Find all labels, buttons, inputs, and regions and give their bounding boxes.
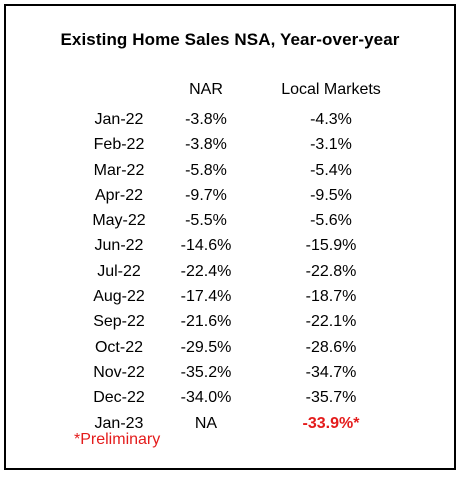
- month-cell: Dec-22: [93, 389, 145, 407]
- table-row: Feb-22 -3.8% -3.1%: [6, 132, 454, 157]
- month-cell: Aug-22: [93, 288, 145, 306]
- table-frame: Existing Home Sales NSA, Year-over-year …: [4, 4, 456, 470]
- month-cell: Nov-22: [93, 363, 145, 381]
- month-cell: May-22: [92, 212, 146, 230]
- table-row: Oct-22 -29.5% -28.6%: [6, 335, 454, 360]
- nar-cell: -35.2%: [180, 363, 232, 381]
- table-row: Apr-22 -9.7% -9.5%: [6, 183, 454, 208]
- local-markets-cell: -28.6%: [305, 338, 357, 356]
- table-title: Existing Home Sales NSA, Year-over-year: [60, 30, 400, 49]
- nar-cell: -14.6%: [180, 237, 232, 255]
- local-markets-cell: -5.6%: [310, 212, 352, 230]
- month-cell: Oct-22: [94, 338, 143, 356]
- month-cell: Apr-22: [94, 186, 144, 204]
- month-cell: Sep-22: [93, 313, 145, 331]
- month-cell: Jun-22: [94, 237, 144, 255]
- column-header-local-markets: Local Markets: [281, 81, 381, 98]
- table-row: Mar-22 -5.8% -5.4%: [6, 158, 454, 183]
- local-markets-cell: -22.1%: [305, 313, 357, 331]
- table-row: Jan-22 -3.8% -4.3%: [6, 107, 454, 132]
- month-cell: Jan-22: [94, 111, 144, 128]
- nar-cell: -3.8%: [185, 111, 227, 128]
- table-row: Dec-22 -34.0% -35.7%: [6, 385, 454, 410]
- column-header-nar: NAR: [189, 81, 223, 98]
- local-markets-cell: -15.9%: [305, 237, 357, 255]
- local-markets-cell: -4.3%: [310, 111, 352, 128]
- local-markets-cell: -22.8%: [305, 262, 357, 280]
- table-row: Nov-22 -35.2% -34.7%: [6, 360, 454, 385]
- table-row: Jul-22 -22.4% -22.8%: [6, 259, 454, 284]
- month-cell: Jan-23: [94, 414, 144, 432]
- local-markets-cell: -34.7%: [305, 363, 357, 381]
- nar-cell: -3.8%: [185, 136, 227, 154]
- table-row: Jan-23 NA -33.9%*: [6, 411, 454, 436]
- table-row: Jun-22 -14.6% -15.9%: [6, 233, 454, 258]
- preliminary-footnote: *Preliminary: [74, 431, 161, 448]
- nar-cell: -34.0%: [180, 389, 232, 407]
- nar-cell: -9.7%: [185, 186, 227, 204]
- table-row: Sep-22 -21.6% -22.1%: [6, 309, 454, 334]
- nar-cell: -21.6%: [180, 313, 232, 331]
- nar-cell: -5.5%: [185, 212, 227, 230]
- nar-cell: -5.8%: [185, 161, 227, 179]
- month-cell: Jul-22: [97, 262, 141, 280]
- local-markets-cell: -35.7%: [305, 389, 357, 407]
- local-markets-cell: -3.1%: [310, 136, 352, 154]
- nar-cell: -22.4%: [180, 262, 232, 280]
- table-body: Jan-22 -3.8% -4.3% Feb-22 -3.8% -3.1% Ma…: [6, 107, 454, 436]
- nar-cell: NA: [194, 414, 218, 432]
- nar-cell: -17.4%: [180, 288, 232, 306]
- month-cell: Feb-22: [93, 136, 145, 154]
- table-row: Aug-22 -17.4% -18.7%: [6, 284, 454, 309]
- nar-cell: -29.5%: [180, 338, 232, 356]
- month-cell: Mar-22: [93, 161, 145, 179]
- local-markets-cell: -9.5%: [310, 186, 352, 204]
- local-markets-cell: -5.4%: [310, 161, 352, 179]
- local-markets-cell: -18.7%: [305, 288, 357, 306]
- local-markets-cell-preliminary: -33.9%*: [302, 414, 360, 432]
- table-row: May-22 -5.5% -5.6%: [6, 208, 454, 233]
